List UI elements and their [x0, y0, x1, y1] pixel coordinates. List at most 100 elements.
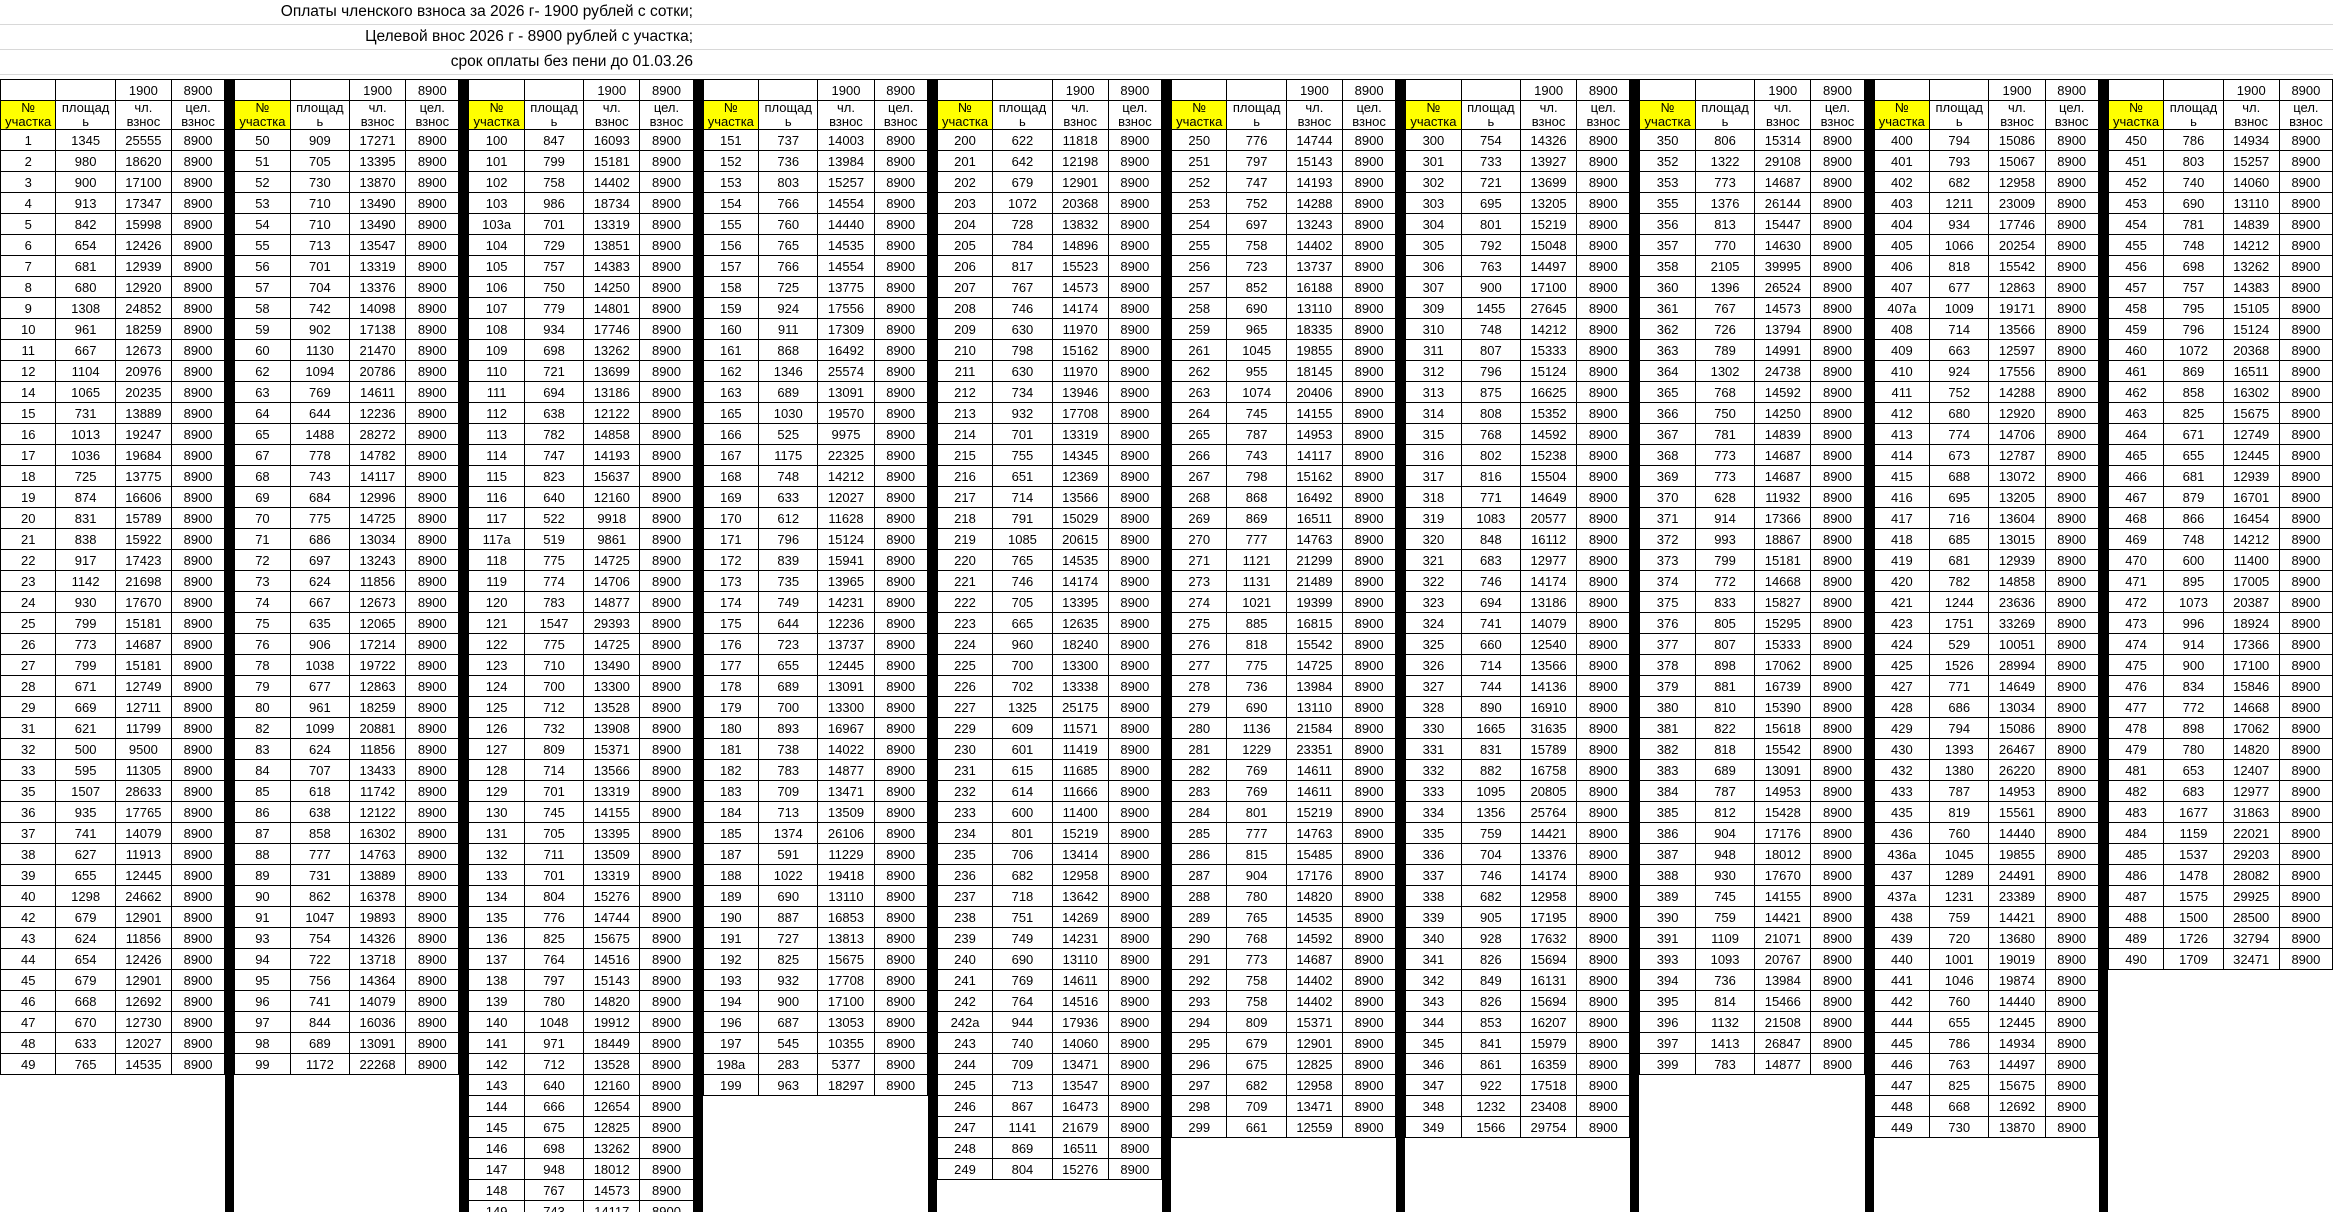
member-fee-cell: 12711: [114, 696, 172, 718]
area-cell: 712: [523, 696, 585, 718]
area-cell: 752: [1226, 192, 1287, 214]
member-fee-cell: 13566: [1051, 486, 1109, 508]
member-fee-cell: 14592: [1754, 381, 1812, 403]
member-fee-cell: 16625: [1520, 381, 1578, 403]
plot-no-cell: 115: [468, 465, 525, 487]
area-cell: 615: [992, 759, 1053, 781]
table-row: 408 714 13566 8900: [1873, 318, 2099, 340]
target-fee-cell: 8900: [1107, 507, 1163, 529]
member-fee-cell: 14174: [1051, 297, 1109, 319]
plot-no-cell: 293: [1171, 990, 1228, 1012]
plot-no-cell: 469: [2107, 528, 2165, 550]
area-cell: 735: [758, 570, 819, 592]
target-fee-cell: 8900: [1341, 801, 1397, 823]
table-row: 415 688 13072 8900: [1873, 465, 2099, 487]
area-cell: 948: [523, 1158, 585, 1180]
plot-no-cell: 468: [2107, 507, 2165, 529]
target-fee-cell: 8900: [1341, 318, 1397, 340]
member-fee-cell: 12445: [114, 864, 172, 886]
target-fee-cell: 8900: [639, 171, 694, 193]
header-area: площад ь: [758, 100, 819, 130]
table-row: 302 721 13699 8900: [1405, 171, 1631, 193]
target-fee-cell: 8900: [1341, 507, 1397, 529]
table-row: 142 712 13528 8900: [468, 1053, 694, 1075]
header-plot-no: № участка: [0, 100, 57, 130]
member-fee-cell: 16511: [2222, 360, 2280, 382]
area-cell: 1009: [1929, 297, 1990, 319]
table-row: 250 776 14744 8900: [1171, 129, 1397, 151]
table-row: 401 793 15067 8900: [1873, 150, 2099, 172]
table-row: 76 906 17214 8900: [234, 633, 460, 655]
target-fee-cell: 8900: [1810, 990, 1865, 1012]
target-fee-cell: 8900: [639, 1074, 694, 1096]
member-fee-cell: 13775: [114, 465, 172, 487]
area-cell: 1665: [1460, 717, 1522, 739]
plot-no-cell: 93: [234, 927, 291, 949]
member-fee-cell: 13984: [1285, 675, 1343, 697]
plot-no-cell: 88: [234, 843, 291, 865]
table-row: 364 1302 24738 8900: [1639, 360, 1865, 382]
plot-no-cell: 12: [0, 360, 57, 382]
table-row: 414 673 12787 8900: [1873, 444, 2099, 466]
target-fee-cell: 8900: [873, 696, 928, 718]
block-3: 1900 8900 № участка площад ь чл. взнос цел. взнос…: [468, 79, 694, 1212]
member-fee-cell: 14022: [817, 738, 875, 760]
area-cell: 930: [1694, 864, 1756, 886]
plot-no-cell: 417: [1873, 507, 1931, 529]
area-cell: 522: [523, 507, 585, 529]
target-fee-cell: 8900: [2278, 612, 2333, 634]
table-row: 301 733 13927 8900: [1405, 150, 1631, 172]
target-fee-cell: 8900: [1576, 927, 1631, 949]
plot-no-cell: 120: [468, 591, 525, 613]
area-cell: 934: [523, 318, 585, 340]
member-fee-cell: 12445: [2222, 444, 2280, 466]
area-cell: 961: [289, 696, 351, 718]
table-row: 7 681 12939 8900: [0, 255, 226, 277]
plot-no-cell: 303: [1405, 192, 1462, 214]
table-row: 33 595 11305 8900: [0, 759, 226, 781]
table-row: 385 812 15428 8900: [1639, 801, 1865, 823]
table-row: 347 922 17518 8900: [1405, 1074, 1631, 1096]
member-fee-cell: 14687: [114, 633, 172, 655]
plot-no-cell: 21: [0, 528, 57, 550]
member-fee-cell: 12673: [114, 339, 172, 361]
area-cell: 767: [992, 276, 1053, 298]
member-fee-cell: 14098: [349, 297, 407, 319]
header-row: № участка площад ь чл. взнос цел. взнос: [1171, 100, 1397, 130]
plot-no-cell: 396: [1639, 1011, 1696, 1033]
block-divider: [1630, 79, 1640, 1212]
area-cell: 769: [1226, 759, 1287, 781]
area-cell: 712: [523, 1053, 585, 1075]
table-row: 52 730 13870 8900: [234, 171, 460, 193]
block-divider: [225, 79, 235, 1212]
target-fee-cell: 8900: [1107, 423, 1163, 445]
member-fee-cell: 20976: [114, 360, 172, 382]
plot-no-cell: 453: [2107, 192, 2165, 214]
empty-cell: [2163, 79, 2224, 101]
plot-no-cell: 36: [0, 801, 57, 823]
member-fee-cell: 17366: [1754, 507, 1812, 529]
member-fee-cell: 14877: [817, 759, 875, 781]
area-cell: 789: [1694, 339, 1756, 361]
target-fee-cell: 8900: [639, 465, 694, 487]
area-cell: 726: [1694, 318, 1756, 340]
area-cell: 798: [1226, 465, 1287, 487]
table-row: 219 1085 20615 8900: [936, 528, 1163, 550]
table-row: 462 858 16302 8900: [2107, 381, 2333, 403]
plot-no-cell: 181: [702, 738, 760, 760]
member-fee-cell: 11400: [2222, 549, 2280, 571]
target-fee-cell: 8900: [1107, 654, 1163, 676]
area-cell: 858: [2163, 381, 2224, 403]
table-row: 224 960 18240 8900: [936, 633, 1163, 655]
plot-no-cell: 145: [468, 1116, 525, 1138]
member-fee-cell: 14402: [1285, 990, 1343, 1012]
target-fee-cell: 8900: [2278, 906, 2333, 928]
table-row: 143 640 12160 8900: [468, 1074, 694, 1096]
table-row: 314 808 15352 8900: [1405, 402, 1631, 424]
member-fee-cell: 15979: [1520, 1032, 1578, 1054]
member-fee-cell: 12901: [1285, 1032, 1343, 1054]
plot-no-cell: 58: [234, 297, 291, 319]
target-fee-cell: 8900: [2044, 780, 2099, 802]
table-row: 128 714 13566 8900: [468, 759, 694, 781]
area-cell: 681: [2163, 465, 2224, 487]
